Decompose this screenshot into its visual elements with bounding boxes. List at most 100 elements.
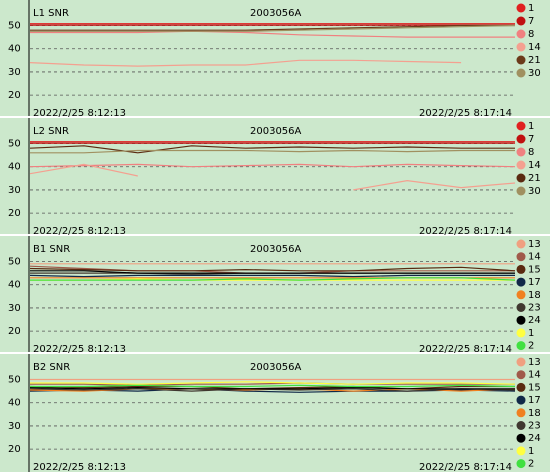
legend-marker [516,55,526,65]
legend-marker [516,421,526,430]
legend-label: 8 [528,29,534,40]
legend-marker [516,252,526,262]
series-line [30,24,515,31]
legend-marker [516,68,526,78]
legend-marker [516,121,526,131]
legend-label: 14 [528,42,541,53]
y-tick-label: 30 [8,303,21,314]
series-line [30,381,516,385]
legend-label: 1 [528,3,534,14]
legend-label: 24 [528,315,541,326]
series-line [29,163,516,168]
legend-marker [516,239,526,249]
legend-label: 21 [528,173,541,184]
end-time: 2022/2/25 8:17:14 [419,344,512,355]
legend-marker [516,290,526,300]
y-tick-label: 40 [8,162,21,173]
legend-label: 7 [528,134,534,145]
series-line [29,274,515,278]
panel-title: B2 SNR [33,362,70,373]
y-tick-label: 50 [8,21,21,32]
series-line [29,386,515,390]
legend-marker [516,264,526,274]
legend-marker [516,186,526,196]
series-line [30,277,516,281]
y-tick-label: 30 [8,67,21,78]
panel-background [0,236,550,352]
legend-marker [516,341,526,351]
panel-subtitle: 2003056A [250,362,302,373]
start-time: 2022/2/25 8:12:13 [33,226,126,237]
legend-label: 13 [528,239,541,250]
legend-label: 1 [528,328,534,339]
y-tick-label: 20 [8,208,21,219]
legend-label: 14 [528,160,541,171]
series-line [29,145,515,154]
legend-marker [516,408,526,418]
legend-label: 2 [528,341,534,352]
start-time: 2022/2/25 8:12:13 [33,108,126,119]
legend-marker [516,16,526,26]
legend-marker [516,446,526,456]
legend-marker [516,147,526,157]
end-time: 2022/2/25 8:17:14 [419,462,512,472]
panel-background [0,118,550,234]
series-line [29,59,462,67]
legend-label: 17 [528,277,541,288]
legend-marker [516,357,526,367]
legend-marker [516,29,526,39]
panel-subtitle: 2003056A [250,244,302,255]
series-line [30,382,515,386]
legend-marker [516,395,526,405]
start-time: 2022/2/25 8:12:13 [33,462,126,472]
legend-marker [516,370,526,380]
legend-marker [516,459,526,469]
legend-label: 18 [528,408,541,419]
panel-background [0,0,550,116]
y-tick-label: 50 [8,257,21,268]
legend-marker [516,303,526,312]
panel-subtitle: 2003056A [250,126,302,137]
legend-label: 2 [528,459,534,470]
series-line [30,30,515,38]
legend-label: 8 [528,147,534,158]
legend-label: 23 [528,303,541,314]
legend-marker [516,382,526,392]
legend-label: 30 [528,186,541,197]
panel-title: L1 SNR [33,8,69,19]
legend-marker [516,173,526,183]
legend-label: 15 [528,382,541,393]
legend-label: 13 [528,357,541,368]
legend-label: 24 [528,433,541,444]
y-tick-label: 30 [8,185,21,196]
y-tick-label: 30 [8,421,21,432]
legend-label: 21 [528,55,541,66]
y-tick-label: 50 [8,375,21,386]
end-time: 2022/2/25 8:17:14 [419,226,512,237]
series-line [30,270,515,274]
legend-marker [516,277,526,287]
legend-marker [516,134,526,144]
legend-label: 1 [528,121,534,132]
legend-label: 14 [528,252,541,263]
end-time: 2022/2/25 8:17:14 [419,108,512,119]
series-line [30,149,515,154]
legend-label: 18 [528,290,541,301]
series-line [29,266,516,272]
panel-background [0,354,550,472]
y-tick-label: 40 [8,44,21,55]
panel-subtitle: 2003056A [250,8,302,19]
legend-marker [516,3,526,13]
legend-marker [516,160,526,170]
legend-label: 7 [528,16,534,27]
panel-title: L2 SNR [33,126,69,137]
legend-marker [516,315,526,325]
legend-marker [516,42,526,52]
legend-label: 14 [528,370,541,381]
legend-marker [516,328,526,338]
legend-label: 17 [528,395,541,406]
legend-label: 15 [528,264,541,275]
panel-title: B1 SNR [33,244,70,255]
series-line [30,384,516,388]
